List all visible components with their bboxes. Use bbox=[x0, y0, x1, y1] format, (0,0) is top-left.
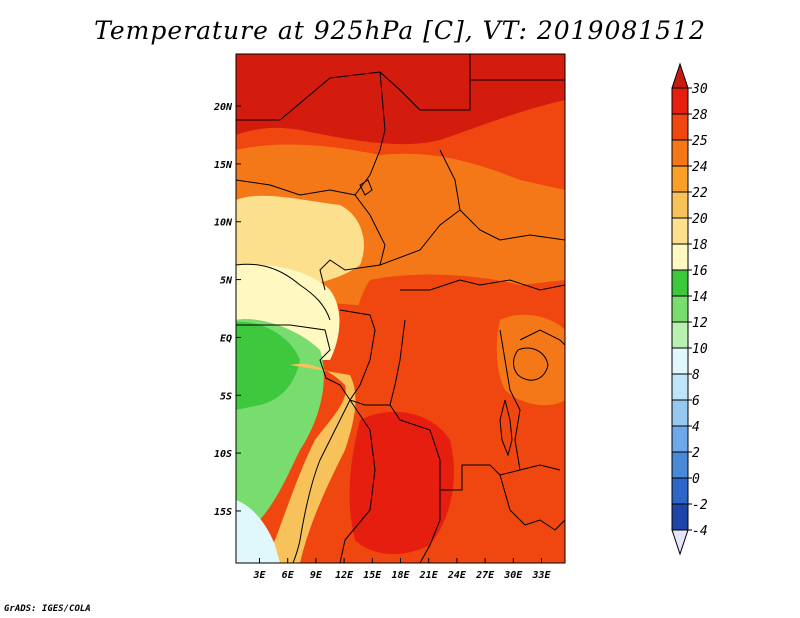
field-ocean-cold bbox=[236, 500, 280, 563]
border-line bbox=[400, 279, 566, 291]
border-line bbox=[319, 214, 386, 291]
colorbar-swatch bbox=[671, 373, 689, 401]
lake-tanganyika bbox=[499, 399, 513, 457]
lat-tick-label: 15S bbox=[214, 507, 232, 518]
colorbar-swatch bbox=[671, 87, 689, 115]
lake-chad bbox=[359, 179, 373, 196]
lon-tick-label: 15E bbox=[363, 570, 382, 581]
border-line bbox=[236, 54, 471, 121]
border-line bbox=[236, 324, 351, 401]
lon-tick-label: 30E bbox=[503, 570, 523, 581]
colorbar-swatch bbox=[671, 425, 689, 453]
lat-tick-label: 5S bbox=[220, 391, 232, 402]
colorbar-swatch bbox=[671, 243, 689, 271]
colorbar-swatch bbox=[671, 399, 689, 427]
colorbar-label: 24 bbox=[692, 160, 708, 175]
lake-victoria bbox=[513, 347, 549, 381]
credit-text: GrADS: IGES/COLA bbox=[4, 604, 91, 614]
colorbar-swatch bbox=[671, 191, 689, 219]
colorbar-swatch bbox=[671, 503, 689, 531]
lon-tick-label: 21E bbox=[419, 570, 439, 581]
border-line bbox=[339, 309, 401, 421]
colorbar-label: 4 bbox=[692, 420, 700, 435]
colorbar-label: 14 bbox=[692, 290, 708, 305]
lon-tick-label: 3E bbox=[252, 570, 266, 581]
temperature-field bbox=[236, 54, 565, 563]
field-sahara bbox=[236, 54, 565, 145]
lat-tick-label: 10N bbox=[214, 218, 233, 229]
coastline bbox=[292, 399, 351, 564]
lon-tick-label: 24E bbox=[447, 570, 467, 581]
colorbar-label: -2 bbox=[692, 498, 708, 513]
colorbar-label: 8 bbox=[692, 368, 700, 383]
lat-tick-label: 10S bbox=[214, 449, 232, 460]
colorbar-label: 6 bbox=[692, 394, 700, 409]
latitude-axis: 20N 15N 10N 5N EQ 5S 10S 15S bbox=[213, 102, 241, 518]
border-line bbox=[439, 149, 566, 241]
colorbar-label: 18 bbox=[692, 238, 708, 253]
colorbar-top-arrow bbox=[671, 62, 689, 89]
border-line bbox=[419, 490, 441, 564]
lat-tick-label: 15N bbox=[214, 160, 233, 171]
temperature-map: 3E 6E 9E 12E 15E 18E 21E 24E 27E 30E 33E 20N 15N 10N… bbox=[213, 53, 566, 581]
colorbar-label: 25 bbox=[692, 134, 708, 149]
map-title: Temperature at 925hPa [C], VT: 201908151… bbox=[94, 16, 706, 45]
colorbar-swatch bbox=[671, 269, 689, 297]
border-line bbox=[235, 179, 371, 216]
field-ocean-darkgreen bbox=[236, 321, 300, 410]
colorbar-label: 0 bbox=[692, 472, 700, 487]
lon-tick-label: 27E bbox=[475, 570, 495, 581]
colorbar-swatch bbox=[671, 321, 689, 349]
longitude-axis: 3E 6E 9E 12E 15E 18E 21E 24E 27E 30E 33E bbox=[252, 558, 552, 581]
colorbar-label: 22 bbox=[692, 186, 708, 201]
colorbar-label: -4 bbox=[692, 524, 708, 539]
border-line bbox=[379, 209, 461, 266]
border-line bbox=[519, 329, 566, 346]
colorbar-label: 28 bbox=[692, 108, 708, 123]
border-line bbox=[469, 79, 565, 110]
colorbar-bottom-arrow bbox=[671, 529, 689, 556]
colorbar-swatch bbox=[671, 451, 689, 479]
colorbar-label: 10 bbox=[692, 342, 708, 357]
colorbar-swatch bbox=[671, 139, 689, 167]
lon-tick-label: 6E bbox=[282, 570, 295, 581]
lat-tick-label: EQ bbox=[220, 333, 232, 344]
colorbar-swatch bbox=[671, 477, 689, 505]
colorbar-swatch bbox=[671, 217, 689, 245]
lon-tick-label: 18E bbox=[391, 570, 410, 581]
colorbar-label: 2 bbox=[692, 446, 700, 461]
lon-tick-label: 33E bbox=[531, 570, 551, 581]
lon-tick-label: 12E bbox=[335, 570, 354, 581]
colorbar-label: 30 bbox=[691, 82, 708, 97]
border-line bbox=[339, 399, 376, 564]
colorbar-swatch bbox=[671, 295, 689, 323]
colorbar-swatch bbox=[671, 347, 689, 375]
colorbar-swatch bbox=[671, 113, 689, 141]
field-angola-coast bbox=[260, 363, 356, 563]
coastline bbox=[235, 263, 331, 321]
country-borders bbox=[235, 54, 566, 564]
border-line bbox=[399, 419, 561, 491]
border-line bbox=[499, 329, 521, 471]
lon-tick-label: 9E bbox=[310, 570, 323, 581]
colorbar-label: 20 bbox=[692, 212, 708, 227]
lat-tick-label: 20N bbox=[213, 102, 233, 113]
colorbar-swatch bbox=[671, 165, 689, 193]
field-angola-red bbox=[349, 411, 454, 555]
border-line bbox=[389, 319, 406, 406]
colorbar-label: 16 bbox=[692, 264, 708, 279]
field-lakes bbox=[496, 314, 565, 406]
colorbar-label: 12 bbox=[692, 316, 708, 331]
border-line bbox=[499, 474, 566, 531]
lat-tick-label: 5N bbox=[220, 276, 233, 287]
